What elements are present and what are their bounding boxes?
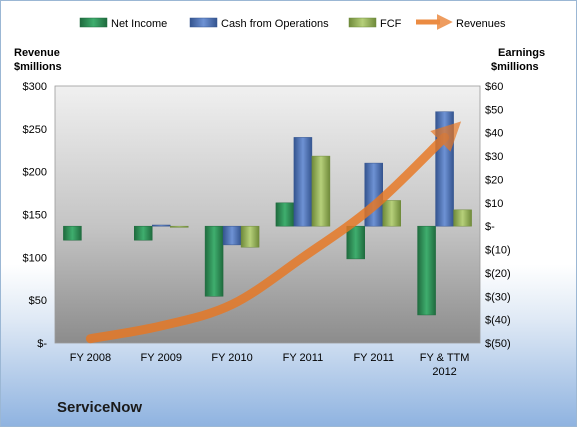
bar-net-income: [417, 225, 436, 316]
legend-swatch-net-income: [79, 17, 108, 28]
right-tick-label: $(10): [485, 245, 511, 257]
right-tick-label: $(40): [485, 315, 511, 327]
bar-fcf: [382, 200, 401, 227]
legend: Net Income Cash from Operations FCF Reve…: [79, 13, 506, 31]
left-tick-label: $100: [23, 252, 47, 264]
legend-item-cash-from-operations: Cash from Operations: [189, 17, 329, 30]
right-tick-label: $30: [485, 151, 503, 163]
category-label: 2012: [432, 366, 456, 378]
plot-area: [54, 85, 481, 344]
bar-cash-from-operations: [152, 224, 171, 227]
bar-net-income: [346, 225, 365, 260]
category-label: FY 2011: [283, 352, 324, 364]
left-tick-label: $250: [23, 124, 47, 136]
legend-label-cash-from-operations: Cash from Operations: [221, 18, 329, 30]
right-axis-title-line1: Earnings: [498, 47, 545, 59]
bar-net-income: [134, 225, 153, 241]
right-tick-label: $20: [485, 174, 503, 186]
legend-label-net-income: Net Income: [111, 18, 167, 30]
left-axis-title-line1: Revenue: [14, 47, 60, 59]
bar-cash-from-operations: [293, 137, 313, 227]
category-label: FY 2008: [70, 352, 111, 364]
right-tick-label: $40: [485, 128, 503, 140]
left-tick-label: $-: [37, 338, 47, 350]
right-tick-label: $(50): [485, 338, 511, 350]
left-tick-label: $300: [23, 81, 47, 93]
legend-item-revenues: Revenues: [416, 13, 506, 31]
bar-cash-from-operations: [435, 111, 454, 227]
right-tick-label: $50: [485, 104, 503, 116]
bar-cash-from-operations: [222, 225, 242, 246]
bar-fcf: [170, 225, 189, 228]
right-tick-label: $60: [485, 81, 503, 93]
category-label: FY 2011: [353, 352, 394, 364]
left-tick-label: $50: [29, 295, 47, 307]
category-label: FY & TTM: [420, 352, 470, 364]
legend-item-fcf: FCF: [348, 17, 402, 30]
right-axis-ticks: $(50) $(40) $(30) $(20) $(10) $- $10 $20 $30 $40 $…: [485, 81, 511, 350]
right-tick-label: $10: [485, 198, 503, 210]
category-label: FY 2009: [141, 352, 182, 364]
right-tick-label: $-: [485, 221, 495, 233]
legend-swatch-cash-from-operations: [189, 17, 218, 28]
left-axis-ticks: $- $50 $100 $150 $200 $250 $300: [23, 81, 48, 350]
bar-net-income: [204, 225, 224, 297]
legend-label-fcf: FCF: [380, 18, 402, 30]
legend-item-net-income: Net Income: [79, 17, 167, 30]
revenue-line-layer: [85, 121, 462, 344]
category-axis-labels: FY 2008 FY 2009 FY 2010 FY 2011 FY 2011 FY & …: [70, 352, 470, 378]
category-label: FY 2010: [211, 352, 252, 364]
right-tick-label: $(20): [485, 268, 511, 280]
left-tick-label: $200: [23, 167, 47, 179]
bar-fcf: [453, 209, 472, 227]
right-tick-label: $(30): [485, 291, 511, 303]
bar-fcf: [240, 225, 260, 248]
legend-label-revenues: Revenues: [456, 18, 506, 30]
bars-layer: [63, 111, 472, 316]
bar-fcf: [311, 155, 331, 227]
bar-net-income: [63, 225, 82, 241]
left-tick-label: $150: [23, 210, 47, 222]
bar-net-income: [275, 202, 295, 227]
left-axis-title-line2: $millions: [14, 61, 62, 73]
right-axis-title-line2: $millions: [491, 61, 539, 73]
revenue-line: [85, 121, 462, 344]
legend-swatch-fcf: [348, 17, 377, 28]
company-name: ServiceNow: [57, 399, 142, 416]
